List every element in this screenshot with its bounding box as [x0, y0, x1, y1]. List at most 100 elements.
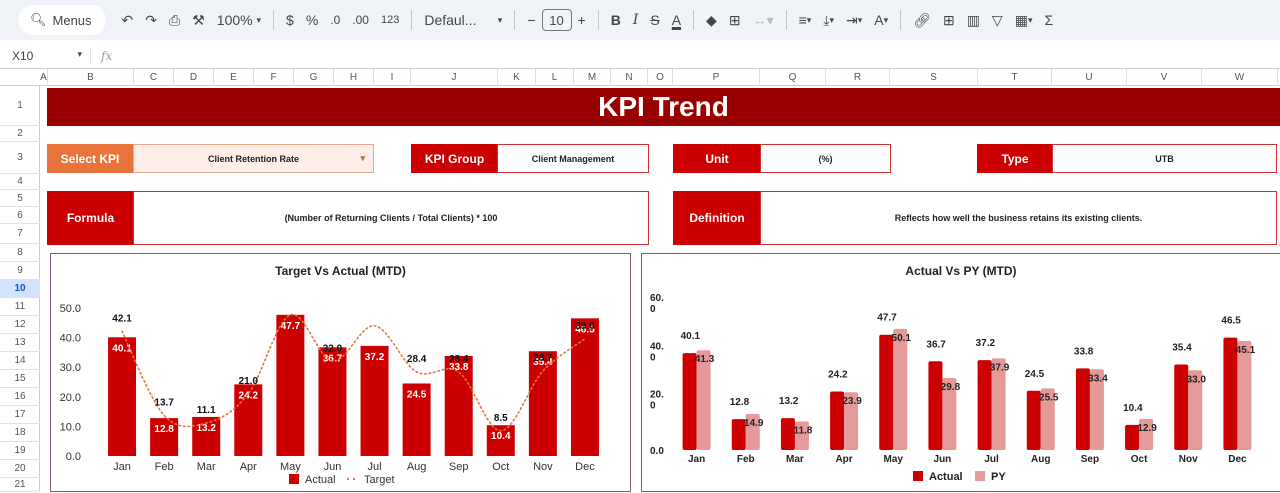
- column-header-Q[interactable]: Q: [760, 69, 826, 86]
- row-header-3[interactable]: 3: [0, 142, 40, 174]
- text-color-icon[interactable]: A: [671, 12, 682, 28]
- column-header-E[interactable]: E: [214, 69, 254, 86]
- actual-bar[interactable]: [977, 360, 992, 450]
- py-bar[interactable]: [1188, 370, 1203, 450]
- bold-button[interactable]: B: [610, 12, 621, 28]
- actual-bar[interactable]: [1223, 337, 1238, 450]
- column-header-B[interactable]: B: [48, 69, 134, 86]
- undo-icon[interactable]: ↶: [121, 11, 134, 28]
- font-select[interactable]: Defaul... ▾: [418, 7, 508, 33]
- actual-bar[interactable]: [360, 345, 389, 456]
- column-header-J[interactable]: J: [411, 69, 498, 86]
- actual-bar[interactable]: [879, 334, 894, 450]
- row-header-4[interactable]: 4: [0, 174, 40, 190]
- row-header-21[interactable]: 21: [0, 478, 40, 492]
- row-header-15[interactable]: 15: [0, 370, 40, 388]
- actual-bar[interactable]: [318, 347, 347, 456]
- row-header-7[interactable]: 7: [0, 224, 40, 244]
- actual-bar[interactable]: [108, 337, 137, 456]
- actual-bar[interactable]: [276, 314, 305, 456]
- menus-search-button[interactable]: 🔍︎ Menus: [18, 5, 106, 35]
- merge-cells-icon[interactable]: ↔▾: [752, 11, 774, 28]
- column-header-P[interactable]: P: [673, 69, 760, 86]
- comment-icon[interactable]: ⊞: [942, 11, 955, 28]
- actual-bar[interactable]: [1075, 368, 1090, 450]
- py-bar[interactable]: [794, 421, 809, 450]
- column-header-S[interactable]: S: [890, 69, 978, 86]
- actual-bar[interactable]: [1026, 390, 1041, 450]
- py-bar[interactable]: [991, 358, 1006, 450]
- row-header-6[interactable]: 6: [0, 207, 40, 224]
- column-header-U[interactable]: U: [1052, 69, 1127, 86]
- text-rotation-icon[interactable]: A ▾: [874, 12, 889, 28]
- row-header-18[interactable]: 18: [0, 424, 40, 442]
- column-header-G[interactable]: G: [294, 69, 334, 86]
- column-header-F[interactable]: F: [254, 69, 294, 86]
- row-header-12[interactable]: 12: [0, 316, 40, 334]
- fill-color-icon[interactable]: ◆: [706, 11, 717, 28]
- actual-bar[interactable]: [1125, 424, 1140, 450]
- py-bar[interactable]: [745, 413, 760, 450]
- functions-button[interactable]: Σ: [1044, 12, 1054, 28]
- strikethrough-icon[interactable]: S: [650, 12, 660, 28]
- vertical-align-icon[interactable]: ⤓ ▾: [823, 11, 835, 28]
- paint-format-icon[interactable]: ⚒: [192, 11, 205, 28]
- py-bar[interactable]: [1040, 388, 1055, 450]
- redo-icon[interactable]: ↷: [145, 11, 158, 28]
- py-bar[interactable]: [942, 377, 957, 450]
- column-header-A[interactable]: A: [40, 69, 48, 86]
- chart-icon[interactable]: ▥: [966, 11, 980, 28]
- actual-bar[interactable]: [150, 418, 179, 456]
- increase-decimal-button[interactable]: .00: [352, 13, 369, 27]
- link-icon[interactable]: 🔗︎: [913, 11, 931, 28]
- row-header-5[interactable]: 5: [0, 190, 40, 207]
- decrease-font-size-button[interactable]: −: [527, 12, 536, 28]
- column-header-T[interactable]: T: [978, 69, 1052, 86]
- filter-icon[interactable]: ▽: [991, 11, 1003, 28]
- filter-views-icon[interactable]: ▦ ▾: [1014, 11, 1033, 28]
- actual-bar[interactable]: [1174, 364, 1189, 450]
- increase-font-size-button[interactable]: +: [577, 12, 586, 28]
- actual-bar[interactable]: [570, 318, 599, 456]
- actual-bar[interactable]: [234, 384, 263, 456]
- column-header-M[interactable]: M: [574, 69, 611, 86]
- target-vs-actual-chart[interactable]: Target Vs Actual (MTD) 0.0 10.0 20.0 30.0 40…: [50, 253, 631, 492]
- actual-bar[interactable]: [731, 419, 746, 450]
- py-bar[interactable]: [844, 392, 859, 450]
- decrease-decimal-button[interactable]: .0: [330, 13, 341, 27]
- row-header-16[interactable]: 16: [0, 388, 40, 406]
- py-bar[interactable]: [696, 350, 711, 450]
- actual-bar[interactable]: [928, 361, 943, 450]
- row-header-11[interactable]: 11: [0, 298, 40, 316]
- column-header-K[interactable]: K: [498, 69, 536, 86]
- row-header-17[interactable]: 17: [0, 406, 40, 424]
- column-header-D[interactable]: D: [174, 69, 214, 86]
- row-header-19[interactable]: 19: [0, 442, 40, 460]
- column-header-I[interactable]: I: [374, 69, 411, 86]
- column-header-R[interactable]: R: [826, 69, 890, 86]
- py-bar[interactable]: [1237, 341, 1252, 450]
- row-header-10[interactable]: 10: [0, 280, 40, 298]
- column-header-N[interactable]: N: [611, 69, 648, 86]
- column-header-C[interactable]: C: [134, 69, 174, 86]
- row-header-2[interactable]: 2: [0, 126, 40, 142]
- column-header-V[interactable]: V: [1127, 69, 1202, 86]
- py-bar[interactable]: [893, 328, 908, 450]
- actual-bar[interactable]: [830, 391, 845, 450]
- actual-bar[interactable]: [682, 353, 697, 450]
- actual-vs-py-chart[interactable]: Actual Vs PY (MTD) 0.0 20. 0 40. 0 60. 0 40.1 41…: [641, 253, 1280, 492]
- text-wrap-icon[interactable]: ⇥ ▾: [846, 11, 863, 28]
- currency-button[interactable]: $: [286, 12, 294, 28]
- actual-bar[interactable]: [402, 383, 431, 456]
- py-bar[interactable]: [1089, 369, 1104, 450]
- number-format-button[interactable]: 123: [380, 14, 400, 26]
- formula-input[interactable]: [112, 46, 1280, 66]
- actual-bar[interactable]: [780, 418, 795, 450]
- column-header-O[interactable]: O: [648, 69, 673, 86]
- py-bar[interactable]: [1139, 418, 1154, 450]
- font-size-input[interactable]: 10: [541, 9, 572, 31]
- italic-button[interactable]: I: [632, 12, 639, 28]
- row-header-9[interactable]: 9: [0, 262, 40, 280]
- borders-icon[interactable]: ⊞: [728, 11, 741, 28]
- row-header-13[interactable]: 13: [0, 334, 40, 352]
